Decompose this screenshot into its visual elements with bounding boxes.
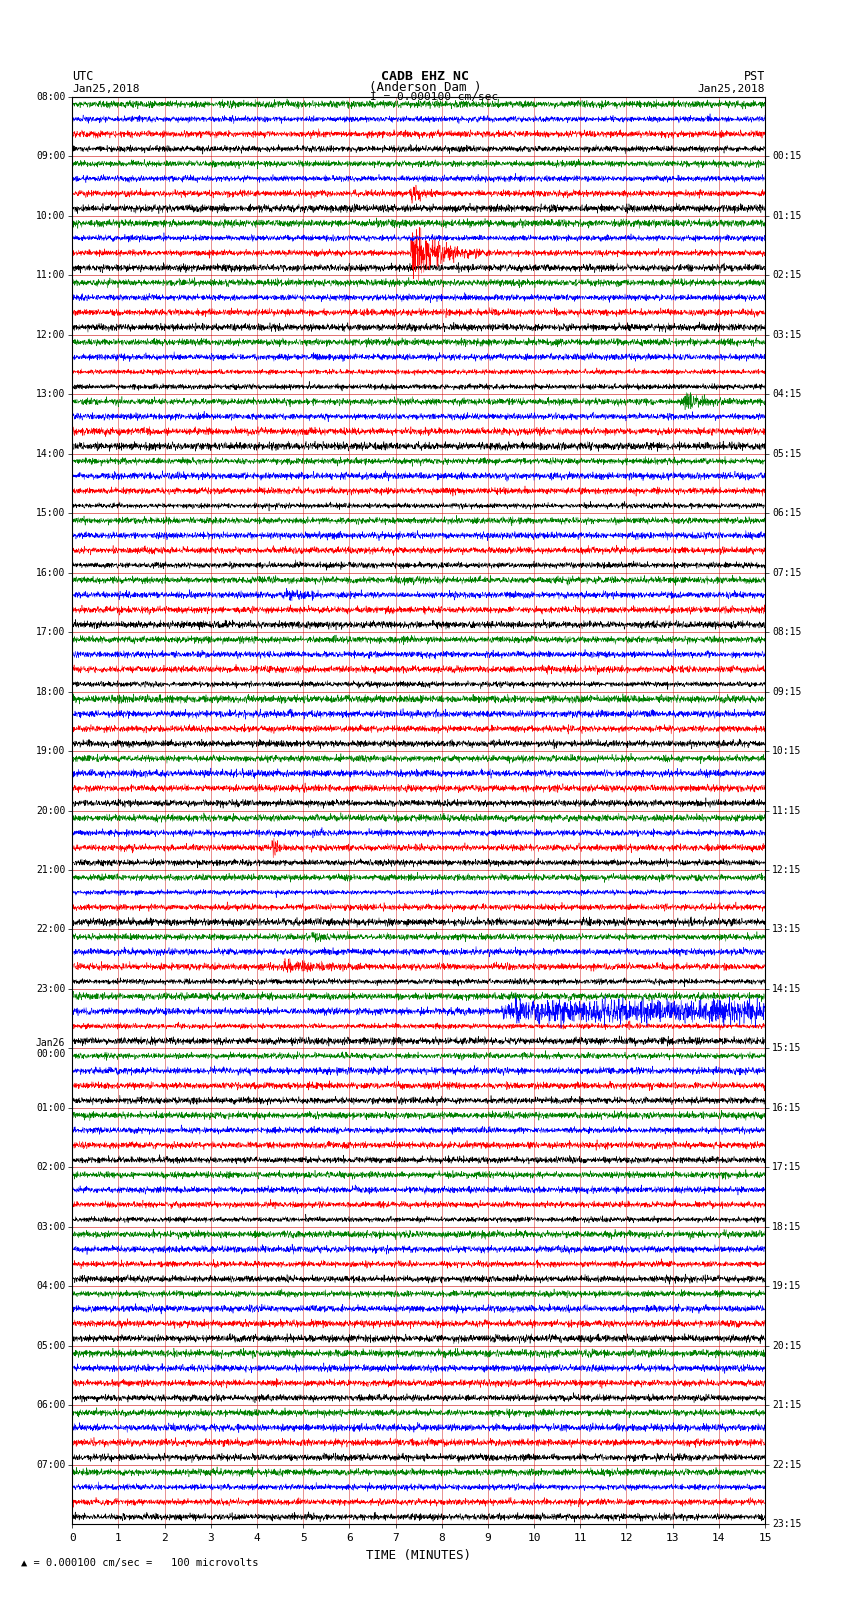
Text: PST: PST: [744, 69, 765, 84]
X-axis label: TIME (MINUTES): TIME (MINUTES): [366, 1548, 471, 1561]
Text: UTC: UTC: [72, 69, 94, 84]
Text: Jan25,2018: Jan25,2018: [72, 84, 139, 94]
Text: I = 0.000100 cm/sec: I = 0.000100 cm/sec: [370, 92, 498, 103]
Text: ▲ = 0.000100 cm/sec =   100 microvolts: ▲ = 0.000100 cm/sec = 100 microvolts: [21, 1558, 258, 1568]
Text: (Anderson Dam ): (Anderson Dam ): [369, 81, 481, 94]
Text: Jan25,2018: Jan25,2018: [698, 84, 765, 94]
Text: CADB EHZ NC: CADB EHZ NC: [381, 69, 469, 84]
